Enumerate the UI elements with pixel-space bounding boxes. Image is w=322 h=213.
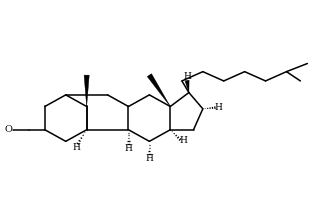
- Text: H: H: [215, 103, 223, 112]
- Text: O: O: [5, 125, 12, 134]
- Text: H: H: [146, 154, 153, 163]
- Text: H: H: [180, 136, 187, 145]
- Text: H: H: [183, 72, 191, 81]
- Text: H: H: [125, 144, 132, 153]
- Polygon shape: [147, 74, 170, 106]
- Polygon shape: [185, 80, 189, 93]
- Polygon shape: [84, 75, 89, 106]
- Text: H: H: [73, 143, 80, 152]
